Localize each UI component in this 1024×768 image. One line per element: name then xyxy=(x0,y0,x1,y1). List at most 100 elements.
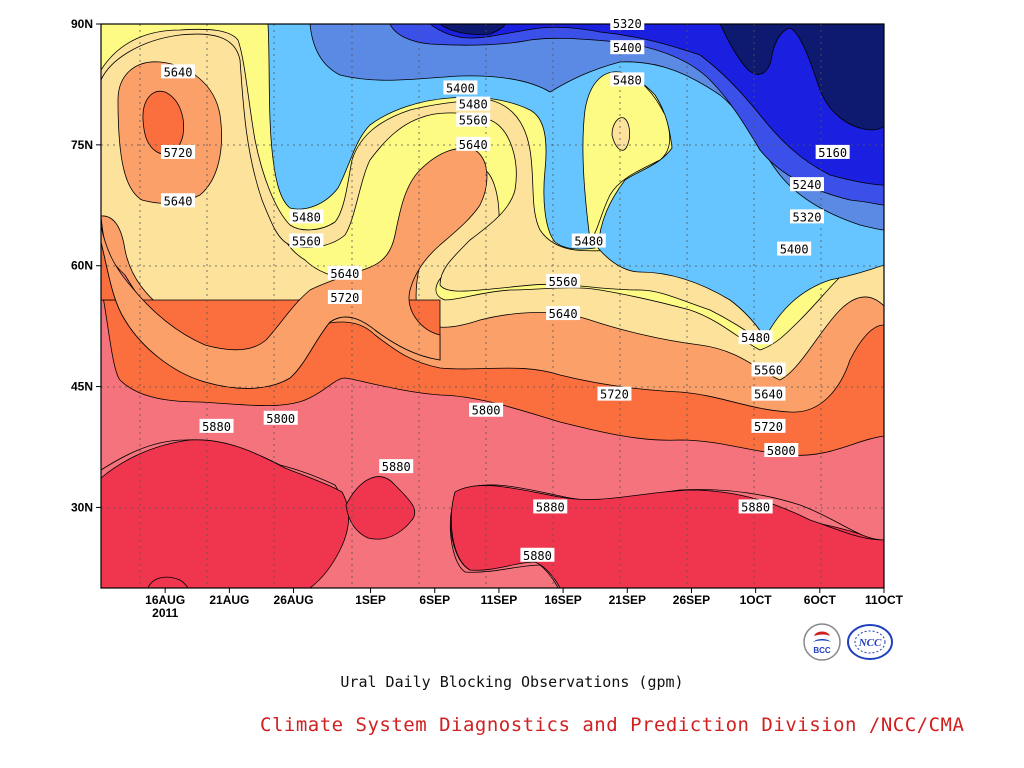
band-5480-blob xyxy=(582,71,671,241)
contour-label: 5800 xyxy=(764,443,799,458)
contour-label-box xyxy=(764,443,799,458)
contour-label-text: 5800 xyxy=(767,444,796,458)
contour-label-box xyxy=(456,136,491,151)
contour-label-text: 5640 xyxy=(164,65,193,79)
x-tick-label: 1SEP xyxy=(355,593,386,607)
bcc-logo: BCC xyxy=(802,622,842,662)
contour-label: 5640 xyxy=(327,265,362,281)
contour-label: 5880 xyxy=(199,418,234,434)
contour-bands xyxy=(101,24,884,588)
y-tick-label: 90N xyxy=(71,17,93,31)
contour-label-box xyxy=(469,402,504,417)
band-5720-left-peak xyxy=(142,90,185,155)
contour-label-box xyxy=(327,265,362,280)
contour-label-box xyxy=(161,64,196,79)
contour-label: 5160 xyxy=(815,144,850,160)
plot-frame xyxy=(100,23,885,589)
contour-label-text: 5240 xyxy=(793,178,822,192)
contour-label: 5720 xyxy=(751,418,786,434)
contour-label-text: 5640 xyxy=(549,307,578,321)
contour-label: 5880 xyxy=(533,499,568,514)
contour-label: 5640 xyxy=(456,136,491,152)
contour-label: 5640 xyxy=(161,193,196,208)
contour-label: 5800 xyxy=(469,402,504,418)
contour-label-box xyxy=(751,362,786,377)
contour-labels: 5640 5720 5640 5480 5560 5640 5720 5400 5480 5560… xyxy=(161,16,850,563)
contour-label-box xyxy=(777,241,812,256)
contour-label-box xyxy=(289,209,324,224)
band-5560-blob xyxy=(611,117,630,151)
bcc-logo-graphic: BCC xyxy=(803,623,841,661)
contour-label-box xyxy=(199,418,234,433)
contour-label-box xyxy=(289,233,324,248)
x-tick-label: 16SEP xyxy=(544,593,581,607)
contour-label: 5880 xyxy=(738,499,773,514)
credit-line: Climate System Diagnostics and Predictio… xyxy=(260,714,965,736)
contour-label-box xyxy=(546,306,581,321)
contour-label-text: 5560 xyxy=(549,275,578,289)
x-tick-label: 6SEP xyxy=(419,593,450,607)
contour-label: 5640 xyxy=(751,386,786,402)
ncc-logo-graphic: NCC xyxy=(847,624,893,660)
contour-label: 5560 xyxy=(289,233,324,249)
contour-label-box xyxy=(738,330,773,345)
contour-label: 5320 xyxy=(789,209,824,224)
contour-label-text: 5560 xyxy=(292,235,321,249)
contour-label-text: 5800 xyxy=(472,404,501,418)
y-tick-label: 60N xyxy=(71,259,93,273)
contour-label-box xyxy=(263,410,298,425)
contour-label-text: 5640 xyxy=(459,138,488,152)
grid-lines xyxy=(101,24,884,588)
contour-label-text: 5720 xyxy=(600,388,629,402)
bcc-logo-text: BCC xyxy=(813,646,831,655)
contour-label-text: 5880 xyxy=(382,460,411,474)
y-tick-label: 75N xyxy=(71,138,93,152)
contour-label-text: 5720 xyxy=(164,146,193,160)
contour-label: 5400 xyxy=(777,241,812,257)
contour-label-box xyxy=(571,233,606,248)
contour-label: 5400 xyxy=(443,80,478,95)
contour-label: 5880 xyxy=(520,547,555,563)
contour-label-text: 5400 xyxy=(446,81,475,95)
y-tick-label: 45N xyxy=(71,380,93,394)
contour-label-text: 5480 xyxy=(613,73,642,87)
x-tick-label: 11SEP xyxy=(481,593,518,607)
ncc-logo: NCC xyxy=(846,622,894,662)
x-tick-label: 26SEP xyxy=(673,593,710,607)
contour-label-text: 5480 xyxy=(741,331,770,345)
band-5880-left xyxy=(101,439,349,588)
contour-label-text: 5400 xyxy=(780,243,809,257)
contour-label-text: 5480 xyxy=(574,235,603,249)
x-tick-label: 6OCT xyxy=(804,593,837,607)
contour-label: 5480 xyxy=(738,330,773,345)
contour-label-text: 5400 xyxy=(613,41,642,55)
band-below-5160-top xyxy=(439,24,506,35)
contour-label-box xyxy=(738,499,773,514)
contour-label-text: 5560 xyxy=(754,363,783,377)
contour-label: 5560 xyxy=(751,362,786,377)
contour-label: 5800 xyxy=(263,410,298,426)
contour-label-text: 5880 xyxy=(536,500,565,514)
contour-label-text: 5480 xyxy=(292,210,321,224)
contour-label: 5720 xyxy=(597,386,632,402)
contour-label-box xyxy=(520,547,555,562)
contour-label-box xyxy=(610,16,645,30)
contour-label-box xyxy=(789,177,824,192)
contour-label-box xyxy=(327,289,362,304)
contour-label-box xyxy=(597,386,632,401)
contour-label-box xyxy=(443,80,478,95)
x-tick-label: 11OCT xyxy=(865,593,904,607)
contour-label-box xyxy=(161,144,196,159)
contour-label-text: 5320 xyxy=(613,17,642,31)
contour-label-box xyxy=(610,40,645,55)
contour-label-text: 5720 xyxy=(754,420,783,434)
contour-label-text: 5480 xyxy=(459,98,488,112)
y-axis: 30N 45N 60N 75N 90N xyxy=(71,17,101,514)
contour-label: 5240 xyxy=(789,177,824,192)
ncc-logo-text: NCC xyxy=(858,637,882,649)
x-axis: 16AUG 2011 21AUG 26AUG 1SEP 6SEP 11SEP 16SEP 21S… xyxy=(145,588,904,620)
contour-label-box xyxy=(161,193,196,208)
contour-label-text: 5880 xyxy=(523,549,552,563)
contour-label-box xyxy=(379,459,414,474)
